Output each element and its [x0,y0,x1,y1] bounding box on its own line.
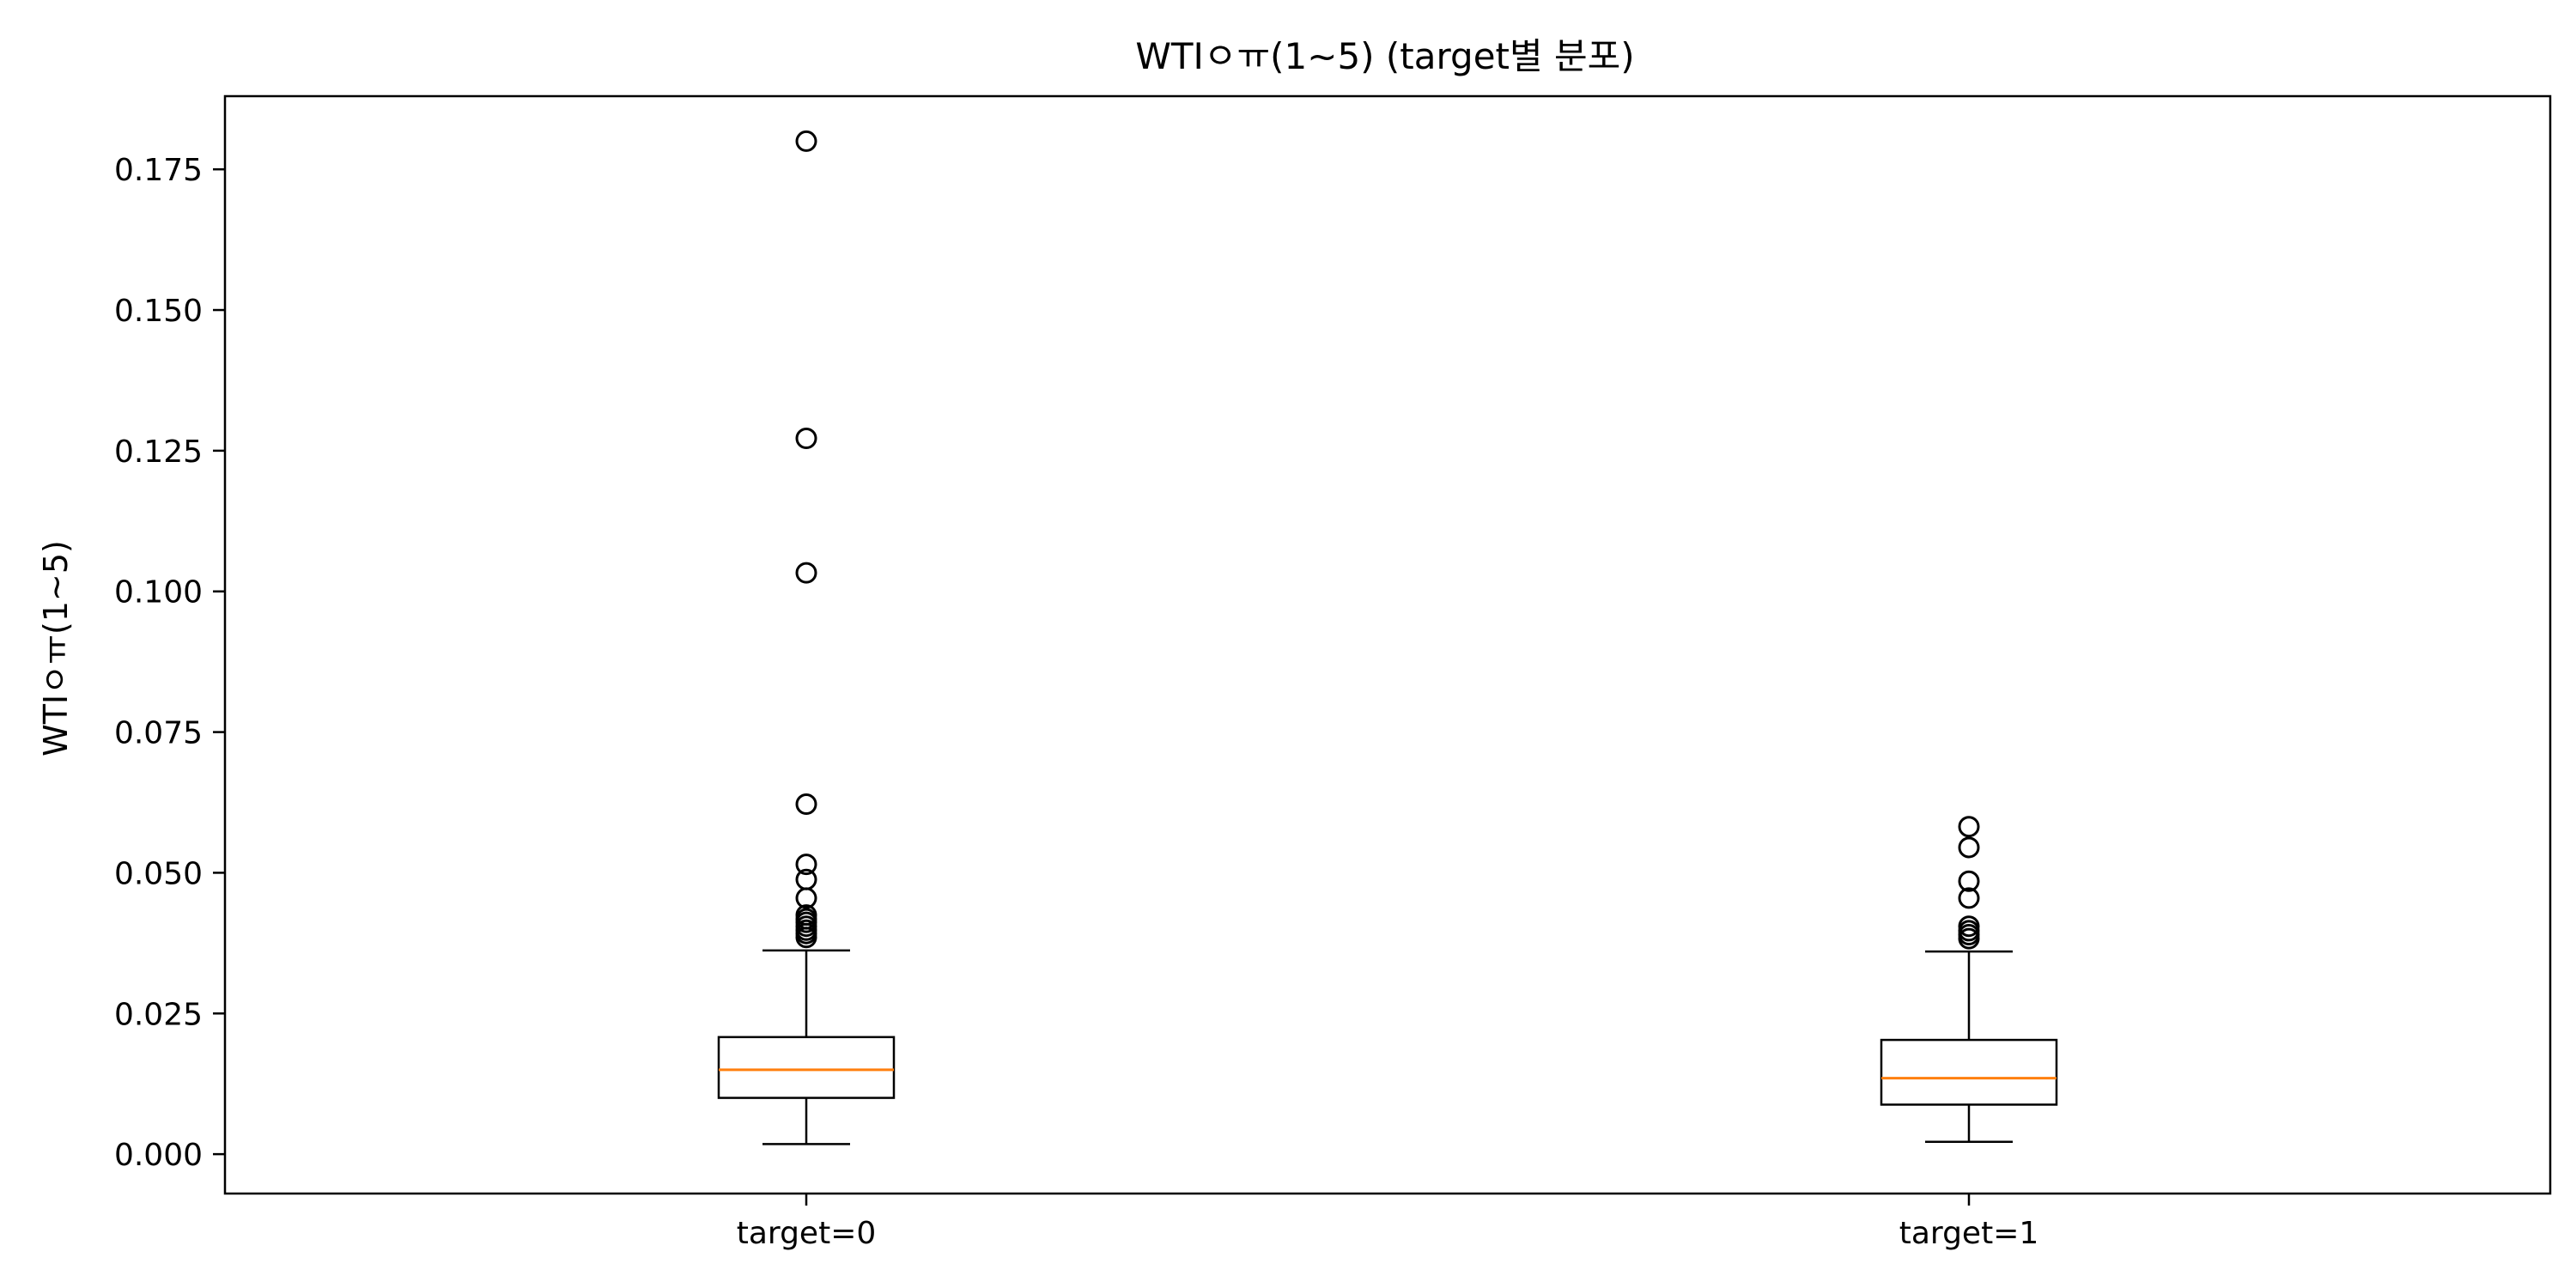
y-axis: 0.000 0.025 0.050 0.075 0.100 0.125 0.150 0.175 [114,153,225,1173]
y-tick-label: 0.025 [114,997,203,1032]
y-tick-label: 0.050 [114,856,203,891]
y-tick-label: 0.125 [114,434,203,470]
outlier-point [795,854,817,876]
y-tick-label: 0.175 [114,153,203,188]
outlier-point [795,130,817,152]
x-axis: target=0 target=1 [737,1194,2039,1251]
outlier-point [795,793,817,815]
boxes [717,130,2058,1145]
outlier-point [795,562,817,584]
plot-frame [223,94,2552,1195]
outlier-point [795,868,817,890]
box-0 [717,130,896,1145]
outlier-point [795,427,817,449]
y-tick-label: 0.075 [114,716,203,751]
x-tick-label: target=0 [737,1216,877,1251]
outlier-point [1958,816,1980,838]
y-tick-label: 0.150 [114,294,203,329]
y-axis-label: WTIㅇㅠ(1~5) [37,540,75,756]
iqr-box [717,1036,896,1099]
chart-title: WTIㅇㅠ(1~5) (target별 분포) [1135,35,1634,77]
box-1 [1880,816,2058,1143]
outlier-point [1958,915,1980,938]
iqr-box [1880,1038,2058,1106]
outlier-point [795,904,817,927]
y-tick-label: 0.000 [114,1138,203,1173]
y-tick-label: 0.100 [114,575,203,611]
outlier-point [1958,836,1980,859]
outlier-point [1958,870,1980,892]
outlier-point [1958,887,1980,909]
x-tick-label: target=1 [1899,1216,2039,1251]
